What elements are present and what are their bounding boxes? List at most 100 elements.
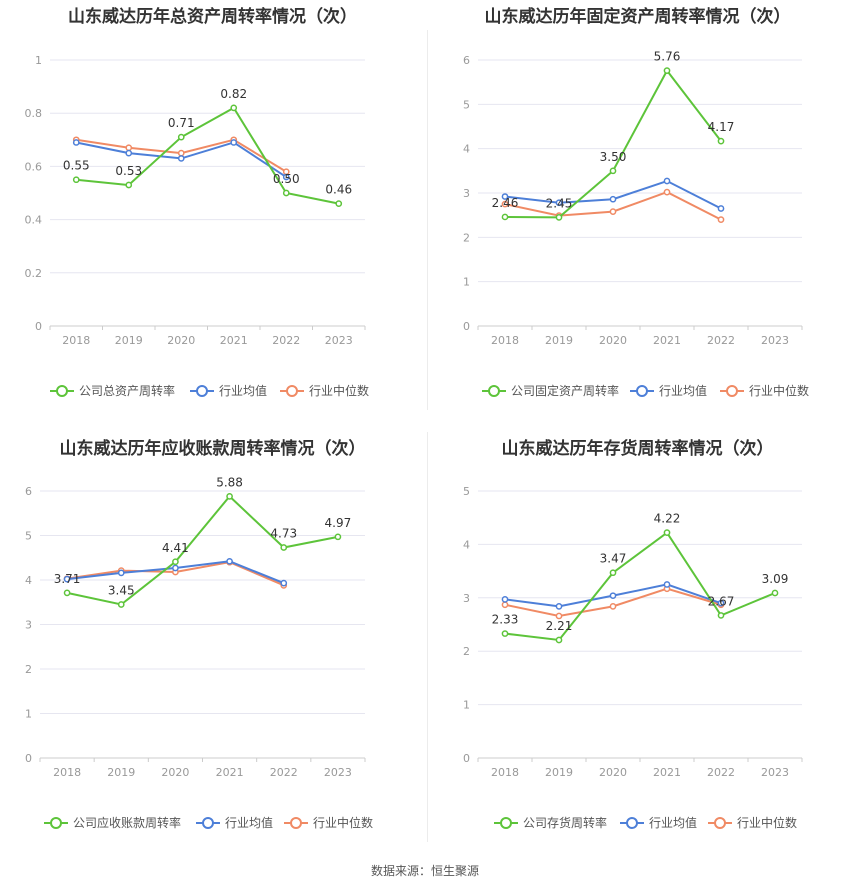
data-point-company xyxy=(63,589,71,597)
y-tick-label: 2 xyxy=(463,645,470,658)
data-point-avg xyxy=(226,557,233,565)
y-tick-label: 4 xyxy=(25,574,32,587)
data-label: 3.47 xyxy=(600,552,627,566)
data-point-median xyxy=(609,208,617,215)
legend-label-company: 公司总资产周转率 xyxy=(79,383,175,398)
legend-marker-median xyxy=(290,817,302,829)
series-line-company xyxy=(504,68,722,219)
data-label: 0.71 xyxy=(168,116,195,130)
legend-label-median: 行业中位数 xyxy=(737,815,797,830)
data-point-median xyxy=(125,144,133,152)
x-tick-label: 2018 xyxy=(491,334,519,347)
y-tick-label: 4 xyxy=(463,143,470,156)
data-label: 2.45 xyxy=(546,196,573,210)
data-point-avg xyxy=(117,569,125,577)
data-point-median xyxy=(663,188,671,196)
x-tick-label: 2022 xyxy=(270,766,298,779)
chart-svg: 0 1 2 3 4 5 2018 2019 2020 2021 2022 2023 2.33 2.21 3.… xyxy=(463,485,803,830)
data-point-company xyxy=(717,612,725,619)
legend-label-avg: 行业均值 xyxy=(659,383,707,398)
x-tick-label: 2019 xyxy=(107,766,135,779)
data-label: 2.21 xyxy=(546,619,573,633)
legend-label-company: 公司固定资产周转率 xyxy=(511,383,619,398)
x-tick-label: 2022 xyxy=(707,766,735,779)
data-label: 4.41 xyxy=(162,541,189,555)
data-label: 5.76 xyxy=(654,50,681,64)
x-tick-label: 2018 xyxy=(53,766,81,779)
data-label: 3.50 xyxy=(600,150,627,164)
data-label: 0.53 xyxy=(115,164,142,178)
legend-marker-avg xyxy=(202,817,214,829)
chart-title: 山东威达历年存货周转率情况（次） xyxy=(501,439,774,459)
data-point-company xyxy=(555,636,563,644)
x-tick-label: 2023 xyxy=(761,766,789,779)
data-point-company xyxy=(609,569,617,577)
y-tick-label: 3 xyxy=(25,619,32,632)
y-tick-label: 5 xyxy=(463,485,470,498)
x-tick-label: 2023 xyxy=(761,334,789,347)
y-tick-label: 1 xyxy=(35,54,42,67)
legend-marker-median xyxy=(726,385,738,397)
vertical-divider-bottom xyxy=(427,432,428,842)
data-point-company xyxy=(717,137,725,145)
data-label: 3.09 xyxy=(762,572,789,586)
data-point-company xyxy=(117,601,125,608)
y-tick-label: 3 xyxy=(463,187,470,200)
vertical-divider-top xyxy=(427,30,428,410)
x-tick-label: 2019 xyxy=(545,766,573,779)
y-tick-label: 1 xyxy=(25,708,32,721)
legend-marker-avg xyxy=(636,385,648,397)
data-point-avg xyxy=(501,596,509,603)
x-tick-label: 2020 xyxy=(599,766,627,779)
data-point-company xyxy=(771,589,779,597)
data-point-avg xyxy=(280,579,288,587)
data-label: 0.50 xyxy=(273,172,300,186)
data-point-median xyxy=(717,216,725,223)
y-tick-label: 0.2 xyxy=(25,267,43,280)
x-tick-label: 2023 xyxy=(324,766,352,779)
data-point-company xyxy=(177,133,185,141)
data-label: 4.17 xyxy=(708,120,735,134)
data-label: 2.67 xyxy=(708,594,735,608)
data-point-median xyxy=(609,602,617,610)
data-point-avg xyxy=(501,193,509,200)
x-tick-label: 2019 xyxy=(115,334,143,347)
legend-marker-company xyxy=(500,817,512,829)
data-label: 5.88 xyxy=(216,475,243,489)
data-label: 2.46 xyxy=(492,196,519,210)
series-line-company xyxy=(76,106,339,205)
data-label: 0.82 xyxy=(220,87,247,101)
data-point-company xyxy=(226,492,233,500)
y-tick-label: 1 xyxy=(463,276,470,289)
data-point-avg xyxy=(125,149,133,157)
chart-panel-fixed-asset-turnover: 山东威达历年固定资产周转率情况（次） 0 1 2 3 4 5 6 2018 2019 2020 20… xyxy=(425,0,850,430)
legend-label-median: 行业中位数 xyxy=(749,383,809,398)
data-point-company xyxy=(280,544,288,551)
data-source-label: 数据来源：恒生聚源 xyxy=(370,864,479,878)
legend-label-avg: 行业均值 xyxy=(219,383,267,398)
y-tick-label: 0.4 xyxy=(25,214,43,227)
x-tick-label: 2018 xyxy=(491,766,519,779)
legend-marker-company xyxy=(50,817,62,829)
data-point-company xyxy=(663,67,671,74)
data-point-avg xyxy=(72,139,80,146)
y-tick-label: 1 xyxy=(463,699,470,712)
data-point-avg xyxy=(555,602,563,610)
y-tick-label: 0 xyxy=(463,752,470,765)
data-point-median xyxy=(555,612,563,620)
data-point-avg xyxy=(717,599,725,607)
legend-label-median: 行业中位数 xyxy=(313,815,373,830)
chart-panel-inventory-turnover: 山东威达历年存货周转率情况（次） 0 1 2 3 4 5 2018 2019 2020 2021 2… xyxy=(425,432,850,862)
data-label: 4.73 xyxy=(270,527,297,541)
data-point-avg xyxy=(663,581,671,588)
y-tick-label: 3 xyxy=(463,592,470,605)
legend-marker-avg xyxy=(626,817,638,829)
chart-svg: 0 1 2 3 4 5 6 2018 2019 2020 2021 2022 2023 2.46 2.45 3… xyxy=(463,50,809,398)
data-point-company xyxy=(282,189,290,197)
legend-label-median: 行业中位数 xyxy=(309,383,369,398)
x-tick-label: 2022 xyxy=(707,334,735,347)
data-label: 0.55 xyxy=(63,159,90,173)
chart-title: 山东威达历年总资产周转率情况（次） xyxy=(68,7,357,27)
data-label: 4.22 xyxy=(654,512,681,526)
data-point-avg xyxy=(63,575,71,583)
